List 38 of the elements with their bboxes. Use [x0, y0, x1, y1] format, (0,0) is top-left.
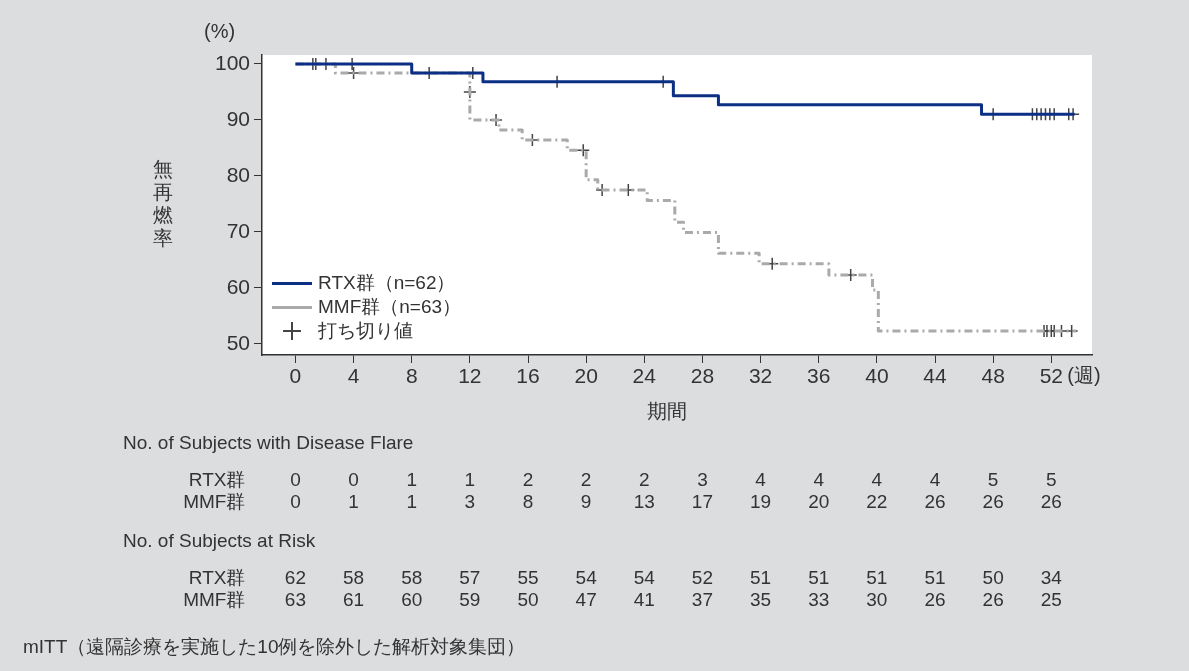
x-tick-label: 28	[690, 364, 715, 388]
x-tick-label: 8	[405, 364, 418, 388]
x-tick-label: 4	[347, 364, 360, 388]
y-axis-title: 無再燃率	[152, 158, 174, 250]
text: (週)	[1067, 364, 1101, 386]
x-tick-label: 12	[458, 364, 482, 388]
text: mITT（遠隔診療を実施した10例を除外した解析対象集団）	[23, 636, 526, 658]
x-tick-label: 40	[865, 364, 889, 388]
text: RTX群 62 58 58 57 55 54 54 52 51 51 51 51 50 34	[188, 567, 1062, 588]
x-tick-label: 32	[748, 364, 773, 388]
y-tick-label: 60	[226, 274, 250, 298]
y-tick-label: 80	[226, 162, 250, 186]
y-tick-label: 50	[226, 330, 250, 354]
x-tick-label: 44	[923, 364, 948, 388]
y-tick-label: 100	[214, 50, 250, 74]
x-tick-label: 48	[981, 364, 1005, 388]
x-tick-label: 0	[289, 364, 302, 388]
text: MMF群 63 61 60 59 50 47 41 37 35 33 30 26 26 25	[183, 589, 1062, 610]
x-tick-label: 24	[632, 364, 657, 388]
x-axis-title: 期間	[647, 400, 687, 422]
legend-label: 打ち切り値	[318, 319, 413, 343]
point	[489, 113, 503, 127]
point	[463, 85, 477, 99]
text: MMF群 0 1 1 3 8 9 13 17 19 20 22 26 26 26	[183, 491, 1062, 512]
point	[576, 143, 590, 157]
legend-label: RTX群（n=62）	[318, 271, 456, 295]
x-tick-label: 16	[516, 364, 540, 388]
x-tick-label: 36	[807, 364, 831, 388]
x-tick-label: 20	[574, 364, 598, 388]
text: (%)	[204, 20, 236, 42]
text: No. of Subjects with Disease Flare	[123, 432, 414, 454]
legend-label: MMF群（n=63）	[318, 295, 462, 319]
y-tick-label: 90	[226, 106, 250, 130]
x-tick-label: 52	[1039, 364, 1063, 388]
text: RTX群 0 0 1 1 2 2 2 3 4 4 4 4 5 5	[188, 469, 1057, 490]
text: No. of Subjects at Risk	[123, 530, 316, 552]
point	[346, 66, 361, 80]
y-tick-label: 70	[226, 218, 250, 242]
